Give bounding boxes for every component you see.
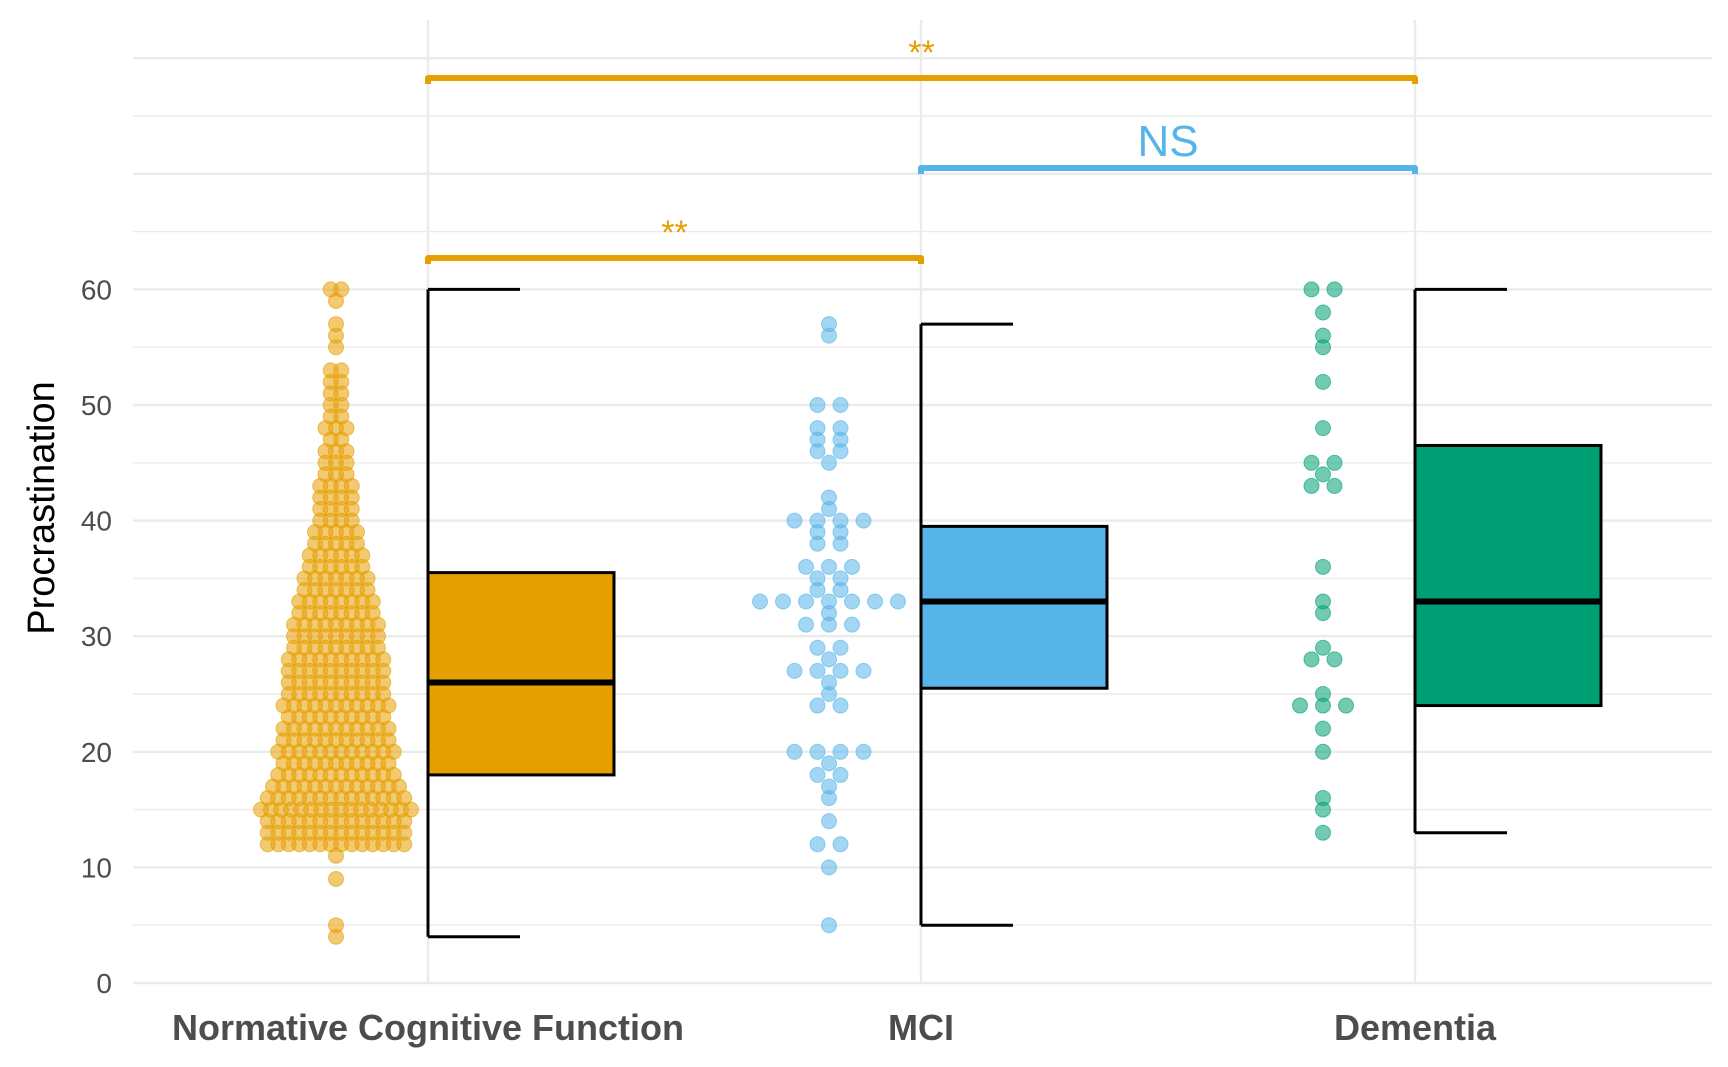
data-point — [832, 766, 849, 783]
data-point — [821, 454, 837, 471]
y-tick-label: 10 — [81, 852, 112, 883]
data-point — [809, 743, 826, 760]
data-point — [1315, 466, 1331, 483]
data-point — [1315, 720, 1331, 737]
data-point — [1326, 477, 1343, 494]
data-point — [1315, 639, 1331, 656]
box-iqr — [919, 524, 1109, 690]
data-point — [832, 420, 849, 437]
data-point — [809, 639, 826, 656]
y-tick-label: 30 — [81, 621, 112, 652]
data-point — [1315, 593, 1331, 610]
axes: 0 10 20 30 40 50 60 Normative Cognitive Functio… — [81, 274, 1497, 1048]
data-points — [253, 281, 1354, 945]
data-point — [821, 651, 837, 668]
data-point — [844, 616, 860, 633]
data-point — [1315, 824, 1331, 841]
data-point — [821, 755, 837, 772]
data-point — [333, 362, 350, 379]
data-point — [821, 813, 837, 830]
data-point — [809, 397, 826, 413]
data-point — [798, 593, 814, 610]
data-point — [328, 917, 344, 934]
data-point — [1326, 454, 1343, 471]
y-tick-label: 40 — [81, 506, 112, 537]
significance-label: ** — [661, 214, 687, 252]
data-point — [1315, 420, 1331, 437]
data-point — [786, 743, 803, 760]
data-point — [786, 512, 803, 529]
y-tick-label: 20 — [81, 737, 112, 768]
data-point — [809, 662, 826, 679]
data-point — [328, 870, 344, 887]
data-point — [832, 397, 849, 413]
data-point — [1338, 697, 1354, 714]
data-point — [821, 859, 837, 876]
data-point — [798, 616, 814, 633]
x-category-label: MCI — [888, 1007, 954, 1048]
data-point — [832, 836, 849, 853]
data-point — [809, 836, 826, 853]
data-point — [1315, 304, 1331, 321]
data-point — [809, 766, 826, 783]
data-point — [809, 512, 826, 529]
y-axis-title: Procrastination — [21, 381, 63, 634]
box-plots — [426, 287, 1603, 939]
data-point — [821, 489, 837, 506]
data-point — [798, 558, 814, 575]
data-point — [809, 570, 826, 587]
data-point — [1326, 281, 1343, 298]
x-category-label: Normative Cognitive Function — [172, 1007, 684, 1048]
data-point — [821, 593, 837, 610]
data-point — [1292, 697, 1308, 714]
data-point — [832, 743, 849, 760]
data-point — [1303, 477, 1320, 494]
data-point — [832, 512, 849, 529]
data-point — [821, 778, 837, 795]
data-point — [855, 662, 872, 679]
data-point — [867, 593, 883, 610]
y-tick-label: 50 — [81, 390, 112, 421]
data-point — [1303, 454, 1320, 471]
data-point — [809, 420, 826, 437]
data-point — [1315, 790, 1331, 807]
data-point — [328, 316, 344, 333]
data-point — [786, 662, 803, 679]
y-tick-label: 0 — [96, 968, 112, 999]
data-point — [1303, 651, 1320, 668]
box-iqr — [426, 571, 616, 777]
data-point — [821, 558, 837, 575]
data-point — [1315, 743, 1331, 760]
data-point — [832, 662, 849, 679]
x-category-label: Dementia — [1334, 1007, 1497, 1048]
data-point — [1315, 686, 1331, 702]
data-point — [844, 558, 860, 575]
data-point — [855, 743, 872, 760]
data-point — [821, 917, 837, 934]
data-point — [890, 593, 906, 610]
data-point — [809, 697, 826, 714]
data-point — [821, 316, 837, 333]
data-point — [1326, 651, 1343, 668]
data-point — [1303, 281, 1320, 298]
box-iqr — [1413, 443, 1603, 708]
significance-label: NS — [1137, 117, 1198, 166]
data-point — [832, 570, 849, 587]
data-point — [1315, 558, 1331, 575]
data-point — [752, 593, 768, 610]
data-point — [333, 281, 350, 298]
data-point — [832, 639, 849, 656]
data-point — [832, 697, 849, 714]
significance-label: ** — [908, 34, 934, 72]
significance-brackets: ** NS ** — [425, 34, 1418, 264]
data-point — [1315, 327, 1331, 344]
data-point — [844, 593, 860, 610]
data-point — [855, 512, 872, 529]
data-point — [1315, 373, 1331, 390]
data-point — [775, 593, 791, 610]
y-tick-label: 60 — [81, 274, 112, 305]
data-point — [821, 674, 837, 691]
